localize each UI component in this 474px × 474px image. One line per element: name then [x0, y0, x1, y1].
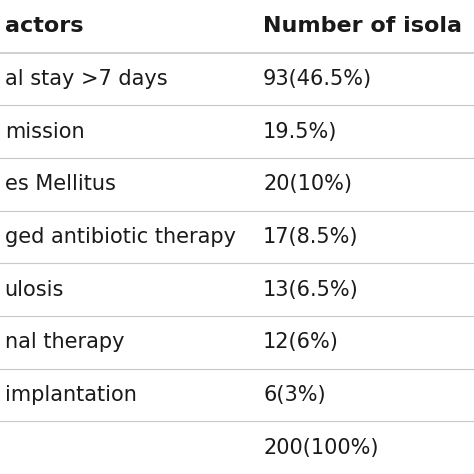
Text: nal therapy: nal therapy — [5, 332, 124, 352]
Text: 17(8.5%): 17(8.5%) — [263, 227, 358, 247]
Text: 13(6.5%): 13(6.5%) — [263, 280, 359, 300]
Text: mission: mission — [5, 122, 84, 142]
Text: 6(3%): 6(3%) — [263, 385, 326, 405]
Text: 12(6%): 12(6%) — [263, 332, 339, 352]
Text: 200(100%): 200(100%) — [263, 438, 379, 458]
Text: ged antibiotic therapy: ged antibiotic therapy — [5, 227, 236, 247]
Text: es Mellitus: es Mellitus — [5, 174, 116, 194]
Text: 93(46.5%): 93(46.5%) — [263, 69, 372, 89]
Text: actors: actors — [5, 16, 83, 36]
Text: 20(10%): 20(10%) — [263, 174, 352, 194]
Text: implantation: implantation — [5, 385, 137, 405]
Text: al stay >7 days: al stay >7 days — [5, 69, 167, 89]
Text: Number of isola: Number of isola — [263, 16, 462, 36]
Text: 19.5%): 19.5%) — [263, 122, 337, 142]
Text: ulosis: ulosis — [5, 280, 64, 300]
